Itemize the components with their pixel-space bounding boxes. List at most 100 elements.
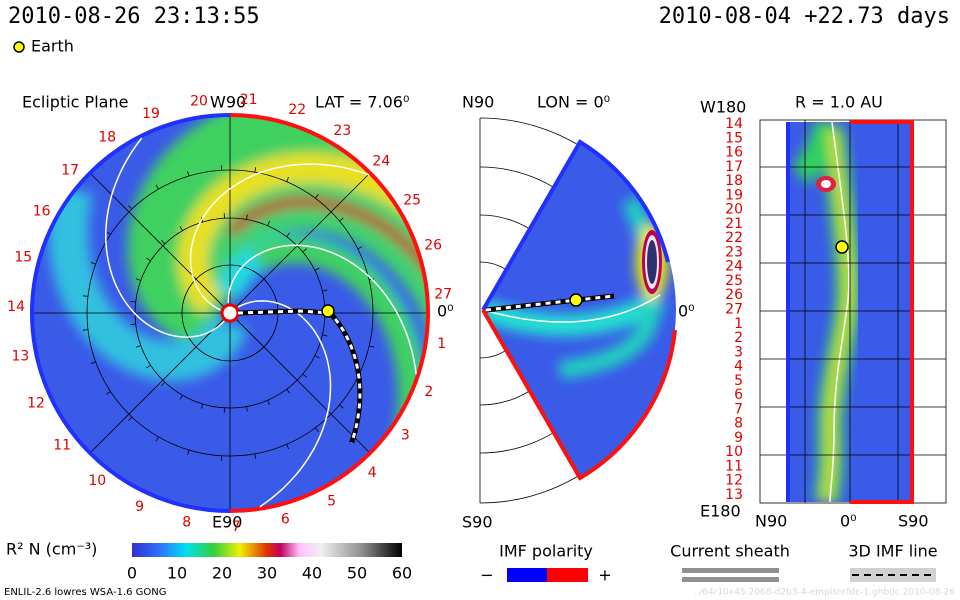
row-labels: 1415161718192021222324252627123456789101… [725,116,743,503]
top-label: W180 [700,98,746,117]
imf-line-earth [485,294,615,312]
bottom-label: S90 [462,513,493,532]
row-label: 14 [725,116,743,132]
ring-tick [246,214,248,220]
row-label: 27 [725,302,743,318]
carrington-label: 9 [135,499,144,515]
row-label: 25 [725,273,743,289]
carrington-label: 23 [333,123,351,139]
ring-tick [106,391,111,395]
row-label: 19 [725,187,743,203]
colorbar-tick: 50 [347,564,367,583]
earth [321,304,335,318]
earth [569,293,583,307]
carrington-label: 4 [368,465,377,481]
right-label: 0⁰ [678,302,695,321]
ring-tick [187,449,190,455]
ring-tick [357,246,363,250]
ring-tick [130,323,136,326]
imf-lines [105,137,417,508]
row-label: 5 [734,373,743,389]
sheath-title: Current sheath [670,542,790,561]
density-arm [226,196,428,417]
colorbar-ticks: 0 10 20 30 40 50 60 [127,564,412,583]
carrington-label: 15 [14,250,32,266]
sheath-swatch [682,577,779,582]
ring-tick [322,289,328,292]
ring-tick [315,194,319,199]
colorbar-label: R² N (cm⁻³) [6,540,97,559]
row-label: 6 [734,387,743,403]
row-label: 4 [734,359,743,375]
ring-tick [135,345,141,348]
imf-line-title: 3D IMF line [848,542,937,561]
carrington-label: 3 [401,428,410,444]
ring-tick [286,444,289,450]
ring-tick [128,416,133,421]
imf-plus: + [598,566,611,585]
imf-line [227,244,417,375]
ring-tick [314,355,320,359]
density-arm [48,186,248,382]
ring-tick [128,205,133,210]
imf-line [105,137,225,338]
lon-label: LON = 0⁰ [537,93,610,112]
colorbar-tick: 0 [127,564,137,583]
ring-tick [339,217,344,222]
reference-time: 2010-08-04 +22.73 days [659,4,950,29]
earth-legend: Earth [31,37,74,56]
x-label: N90 [755,512,787,531]
ring-tick [82,329,89,331]
row-label: 18 [725,173,743,189]
border [229,113,430,513]
sun [220,303,240,323]
row-label: 26 [725,287,743,303]
border [30,113,231,513]
ring-tick [302,248,307,253]
row-label: 16 [725,145,743,161]
ring-tick [267,221,270,226]
row-label: 17 [725,159,743,175]
ring-tick [82,295,89,297]
carrington-label: 11 [53,438,71,454]
top-label: N90 [462,93,494,112]
row-label: 7 [734,401,743,417]
right-label: 0⁰ [437,302,454,321]
carrington-label: 10 [88,473,106,489]
colorbar-tick: 10 [167,564,187,583]
ring-tick [135,278,141,281]
row-label: 1 [734,316,743,332]
ring-tick [130,300,136,303]
row-label: 2 [734,330,743,346]
x-label: 0⁰ [840,512,857,531]
ring-tick [106,231,111,235]
ring-tick [200,403,204,409]
ring-tick [339,404,344,409]
colorbar [132,543,402,557]
carrington-label: 25 [403,193,421,209]
footer-id: ../64r10x45.2068-d2b3-4-emplsnrfdc-1.ghb… [694,588,956,598]
ring-tick [179,226,183,231]
ring-tick [179,395,183,400]
carrington-label: 17 [61,163,79,179]
row-label: 22 [725,230,743,246]
row-label: 10 [725,444,743,460]
carrington-label: 5 [327,493,336,509]
row-label: 3 [734,344,743,360]
colorbar-tick: 40 [302,564,322,583]
row-label: 9 [734,430,743,446]
ring-tick [286,176,289,182]
row-label: 11 [725,458,743,474]
ring-tick [155,184,159,190]
ring-tick [161,239,166,245]
ring-tick [90,361,96,364]
carrington-label: 24 [372,154,390,170]
imf-title: IMF polarity [499,542,593,561]
ring-tick [155,436,159,442]
imf-line [189,163,370,311]
imf-line-earth [237,309,362,444]
earth-icon [13,41,25,53]
bottom-label: E90 [212,513,242,532]
ring-tick [314,267,320,271]
